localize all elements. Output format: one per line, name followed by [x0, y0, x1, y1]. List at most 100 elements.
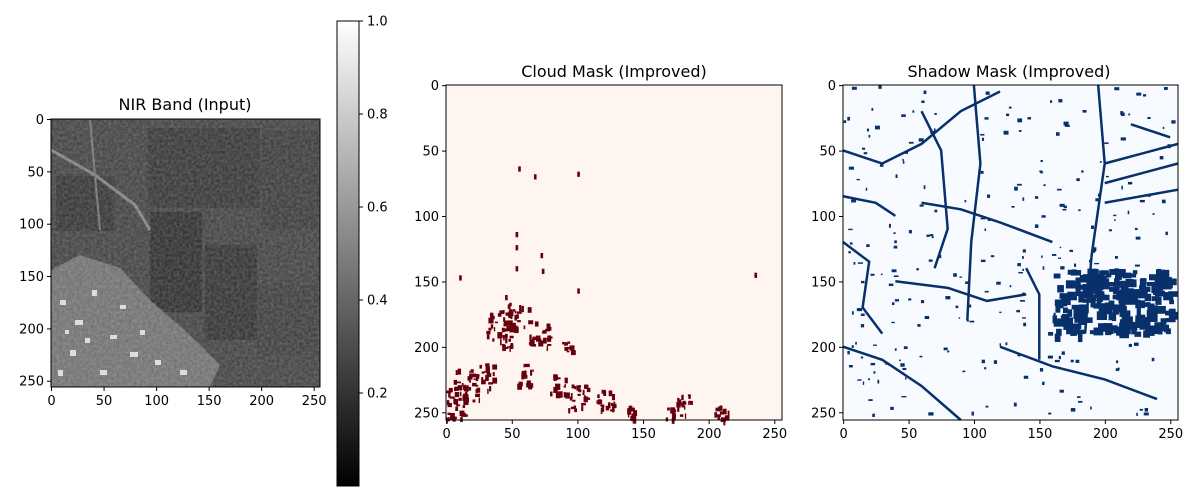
cloud-pixel — [448, 402, 450, 405]
shadow-pixel — [1162, 126, 1165, 129]
shadow-pixel — [1114, 87, 1120, 91]
shadow-pixel — [1139, 199, 1145, 203]
cloud-pixel — [507, 320, 513, 326]
shadow-edge — [1104, 162, 1179, 185]
cloud-pixel — [566, 350, 570, 353]
shadow-pixel — [856, 178, 860, 181]
shadow-edge — [842, 345, 962, 421]
shadow-pixel — [1144, 407, 1149, 412]
shadow-pixel — [1064, 124, 1070, 127]
cloud-pixel — [539, 338, 542, 342]
cloud-pixel — [553, 376, 558, 378]
shadow-pixel — [847, 116, 851, 121]
shadow-pixel — [929, 234, 934, 237]
nir-title: NIR Band (Input) — [119, 95, 252, 114]
cloud-pixel — [502, 344, 506, 352]
cloud-pixel — [455, 406, 459, 411]
cloud-pixel — [553, 377, 557, 381]
shadow-pixel — [1127, 181, 1133, 185]
cloud-pixel — [450, 412, 455, 420]
cloud-pixel — [481, 379, 486, 385]
shadow-pixel — [908, 141, 914, 144]
cloud-pixel — [513, 325, 518, 329]
cloud-pixel — [458, 397, 462, 401]
cloud-pixel — [459, 391, 462, 397]
shadow-pixel — [1144, 293, 1152, 302]
shadow-ticks: 0 50 100 150 200 250 0 50 100 150 200 250 — [811, 79, 1183, 442]
shadow-pixel — [993, 360, 998, 364]
shadow-pixel — [1078, 400, 1083, 403]
shadow-pixel — [964, 200, 967, 203]
cloud-pixel — [677, 397, 680, 401]
cloud-pixel — [456, 404, 461, 407]
shadow-pixel — [962, 370, 966, 373]
cloud-pixel — [688, 394, 691, 400]
shadow-pixel — [1054, 333, 1061, 342]
x-tick-label: 0 — [840, 427, 848, 442]
shadow-pixel — [1017, 353, 1021, 357]
cloud-pixel — [563, 392, 566, 398]
shadow-pixel — [1116, 360, 1119, 364]
shadow-pixel — [1089, 259, 1091, 263]
shadow-pixel — [1118, 294, 1127, 304]
shadow-pixel — [1115, 256, 1118, 259]
cloud-pixel — [447, 390, 449, 394]
cloud-pixel — [476, 387, 481, 393]
shadow-edge — [895, 280, 1027, 303]
shadow-pixel — [1078, 209, 1081, 212]
shadow-pixel — [1042, 381, 1045, 386]
cloud-pixel — [508, 311, 514, 317]
shadow-pixel — [1106, 329, 1114, 335]
x-tick-label: 100 — [144, 394, 169, 409]
shadow-pixel — [1109, 269, 1119, 275]
shadow-pixel — [1147, 313, 1158, 322]
cloud-pixel — [572, 399, 576, 402]
cloud-pixel — [601, 406, 605, 412]
shadow-pixel — [1039, 170, 1043, 173]
shadow-pixel — [1159, 324, 1169, 332]
x-tick-label: 0 — [47, 394, 55, 409]
shadow-pixel — [1043, 184, 1046, 187]
shadow-pixel — [1120, 111, 1124, 115]
shadow-pixel — [1129, 273, 1137, 278]
cloud-pixel — [509, 302, 512, 307]
cloud-pixel — [469, 370, 471, 374]
cloud-pixel — [612, 403, 617, 409]
shadow-pixel — [1022, 292, 1025, 295]
cloud-pixel — [509, 335, 514, 339]
shadow-pixel — [1155, 275, 1163, 284]
x-tick-label: 150 — [1028, 427, 1053, 442]
y-tick-label: 150 — [414, 275, 439, 290]
y-tick-label: 50 — [819, 145, 836, 160]
shadow-pixel — [879, 164, 884, 167]
cloud-pixel — [577, 171, 580, 177]
shadow-pixel — [868, 399, 873, 401]
cloud-pixel — [472, 373, 477, 378]
shadow-pixel — [1057, 257, 1061, 259]
shadow-pixel — [1094, 289, 1103, 299]
shadow-pixel — [1022, 268, 1025, 271]
shadow-pixel — [1017, 263, 1021, 267]
cloud-pixel — [526, 382, 530, 388]
shadow-pixel — [928, 412, 934, 416]
x-tick-label: 100 — [565, 427, 590, 442]
shadow-pixel — [1022, 256, 1024, 259]
shadow-pixel — [1169, 299, 1175, 305]
y-tick-label: 200 — [414, 341, 439, 356]
cloud-pixel — [503, 317, 506, 322]
shadow-pixel — [1062, 307, 1069, 314]
shadow-pixel — [1082, 298, 1092, 303]
shadow-pixel — [923, 90, 927, 95]
shadow-pixel — [1118, 280, 1127, 288]
shadow-pixel — [1104, 142, 1109, 144]
cloud-pixel — [581, 402, 586, 405]
shadow-pixel — [891, 321, 895, 324]
cloud-pixel — [463, 394, 466, 397]
shadow-pixel — [939, 254, 942, 259]
cloud-pixel — [499, 310, 504, 315]
cloud-pixel — [570, 406, 576, 410]
shadow-pixel — [931, 131, 933, 134]
cloud-pixel — [518, 166, 521, 172]
shadow-pixel — [1051, 254, 1057, 256]
